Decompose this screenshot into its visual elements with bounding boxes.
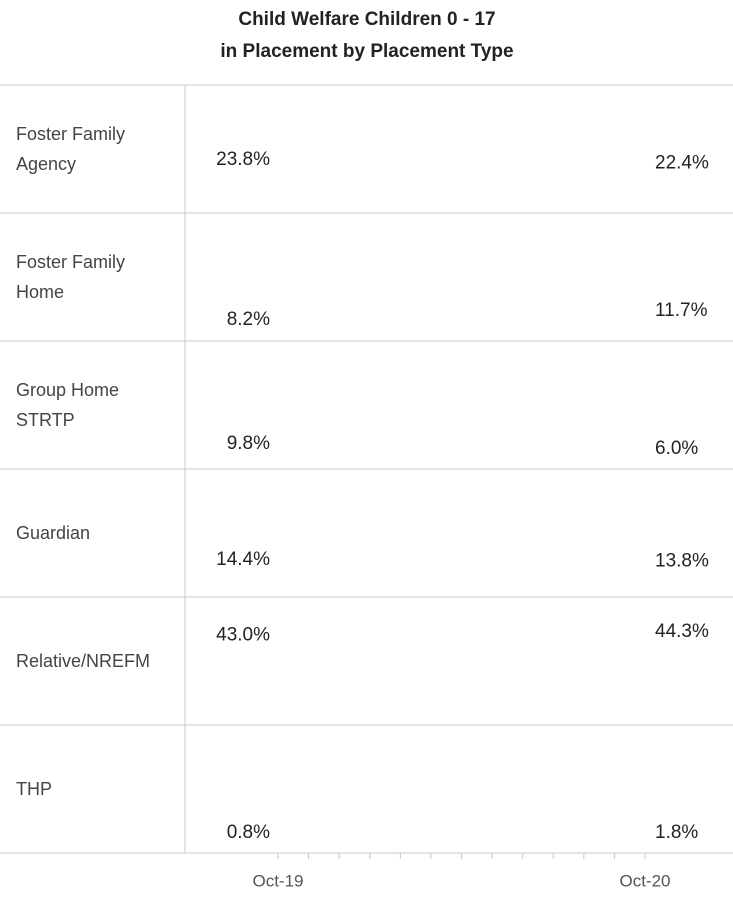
row-label: Guardian (16, 523, 91, 543)
value-label: 8.2% (227, 309, 270, 330)
chart-title: Child Welfare Children 0 - 17 (238, 9, 495, 30)
value-label: 1.8% (655, 822, 698, 843)
value-label: 43.0% (216, 624, 270, 645)
value-label: 23.8% (216, 149, 270, 170)
x-tick-label: Oct-19 (252, 871, 303, 890)
row-label: THP (16, 779, 52, 799)
value-label: 44.3% (655, 621, 709, 642)
value-label: 13.8% (655, 551, 709, 572)
value-label: 22.4% (655, 152, 709, 173)
value-label: 14.4% (216, 549, 270, 570)
value-label: 0.8% (227, 822, 270, 843)
x-tick-label: Oct-20 (619, 871, 670, 890)
value-label: 9.8% (227, 433, 270, 454)
value-label: 11.7% (655, 300, 708, 321)
row-label: Foster Family Home (16, 252, 126, 302)
row-label: Group Home STRTP (16, 380, 120, 430)
chart-title: in Placement by Placement Type (220, 41, 513, 62)
row-label: Foster Family Agency (16, 124, 126, 174)
row-label: Relative/NREFM (16, 651, 151, 671)
value-label: 6.0% (655, 438, 698, 459)
